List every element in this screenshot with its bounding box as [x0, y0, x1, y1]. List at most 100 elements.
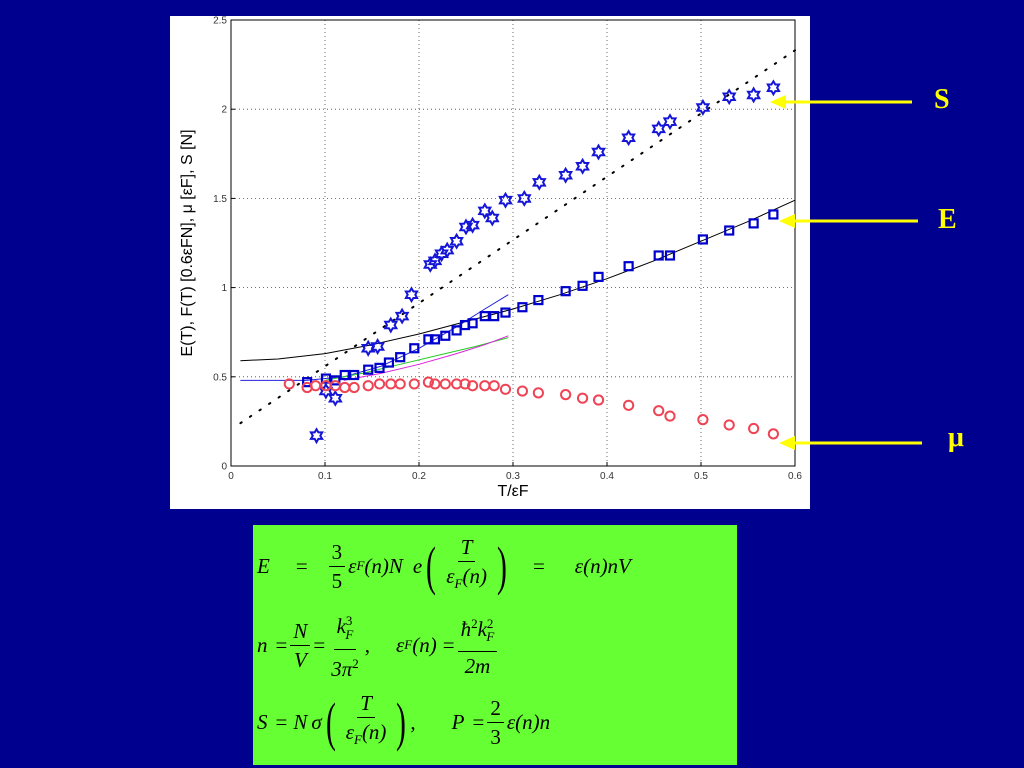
square-point [440, 330, 451, 341]
plot-frame [230, 19, 796, 467]
star-point [449, 232, 464, 250]
star-point [439, 241, 455, 259]
star-point [434, 245, 449, 263]
square-point [467, 318, 478, 329]
circle-point [439, 378, 451, 390]
circle-point [339, 381, 351, 394]
circle-point [697, 414, 709, 426]
curve-1 [239, 49, 796, 425]
chart-panel: 0 0.1 0.2 0.3 0.4 0.5 0.6 0 0.5 1 1.5 2 2.5 T/εF E(T… [170, 16, 810, 509]
square-point [451, 325, 462, 336]
formula-equals: = [295, 553, 308, 578]
y-tick-label: 1 [221, 283, 227, 294]
star-point [484, 209, 500, 227]
circle-point [576, 392, 589, 404]
star-point [766, 79, 781, 97]
star-point [591, 143, 606, 161]
circle-point [283, 378, 295, 390]
circle-point [310, 380, 322, 392]
curve-4 [324, 337, 509, 381]
star-point [746, 86, 762, 104]
star-point [394, 307, 410, 325]
star-point [651, 120, 667, 138]
star-point [575, 157, 590, 175]
square-point [653, 250, 664, 261]
circle-point [422, 376, 434, 388]
circle-point [488, 380, 500, 392]
square-point [768, 209, 779, 220]
square-point [423, 334, 434, 345]
square-point [395, 352, 406, 363]
square-point [374, 362, 385, 373]
grid [230, 19, 796, 467]
formula-e-lhs: E [257, 553, 270, 578]
circle-point [362, 380, 374, 392]
circle-point [329, 380, 341, 392]
star-point [517, 189, 532, 207]
square-point [724, 225, 735, 236]
circle-point [516, 385, 528, 397]
star-point [423, 255, 438, 273]
circle-point [499, 383, 512, 395]
square-point [748, 218, 759, 229]
x-tick-label: 0.2 [412, 471, 426, 482]
y-axis-title: E(T), F(T) [0.6εFN], μ [εF], S [N] [179, 129, 196, 356]
square-point [664, 250, 676, 261]
formula-e-rhs: ε(n)nV [574, 553, 631, 578]
y-tick-label: 2.5 [213, 16, 227, 27]
square-point [363, 364, 374, 375]
y-tick-label: 0 [221, 462, 227, 473]
star-point [477, 202, 493, 220]
formula-entropy: S = N σ ( T εF(n) ) , P = 2 3 ε(n)n [257, 691, 551, 752]
star-point [662, 113, 678, 131]
square-point [409, 343, 420, 354]
square-point [302, 377, 313, 388]
square-point [577, 280, 588, 291]
curves [239, 49, 796, 425]
star-point [531, 173, 547, 191]
square-point [500, 307, 511, 318]
circle-point [459, 378, 471, 390]
formula-fermi-energy: ħ2k2F 2m [457, 612, 498, 678]
circle-point [429, 378, 441, 390]
y-tick-label: 1.5 [213, 194, 227, 205]
y-tick-label: 2 [221, 105, 227, 116]
formula-kf-cubed: k3F 3π2 [328, 609, 362, 680]
label-s: S [934, 84, 950, 115]
star-point [465, 216, 480, 234]
star-point [458, 218, 474, 236]
circle-point [479, 380, 491, 392]
circle-point [394, 378, 406, 390]
formula-box: E = 3 5 ε F (n) N e ( T εF(n) ) = ε(n)nV n … [253, 525, 737, 765]
square-point [593, 271, 604, 282]
x-axis-title: T/εF [497, 483, 528, 500]
circle-point [532, 387, 544, 399]
label-mu: μ [948, 422, 964, 453]
formula-e-func: e [412, 553, 423, 578]
formula-three-fifths: 3 5 [328, 540, 346, 593]
chart: 0 0.1 0.2 0.3 0.4 0.5 0.6 0 0.5 1 1.5 2 2.5 T/εF E(T… [179, 16, 802, 500]
label-e: E [938, 204, 957, 235]
circle-point [653, 405, 665, 417]
square-point [349, 369, 360, 381]
circle-point [748, 422, 760, 435]
square-point [533, 294, 544, 306]
y-tick-label: 0.5 [213, 372, 227, 383]
x-tick-label: 0.4 [600, 471, 614, 482]
curve-3 [240, 294, 509, 381]
square-point [517, 302, 528, 313]
square-point [429, 334, 441, 345]
square-point [560, 286, 571, 297]
circle-point [664, 410, 676, 422]
formula-energy: E = 3 5 ε F (n) N e ( T εF(n) ) = ε(n)nV [257, 535, 631, 596]
square-point [623, 261, 634, 272]
tick-labels: 0 0.1 0.2 0.3 0.4 0.5 0.6 0 0.5 1 1.5 2 2.5 [213, 16, 802, 482]
star-point [498, 191, 513, 209]
formula-t-over-ef: T εF(n) [446, 535, 487, 592]
x-tick-label: 0.5 [694, 471, 708, 482]
square-point [320, 373, 332, 384]
circle-point [723, 419, 735, 431]
square-point [489, 311, 500, 322]
circle-point [767, 428, 779, 440]
star-point [383, 316, 399, 334]
